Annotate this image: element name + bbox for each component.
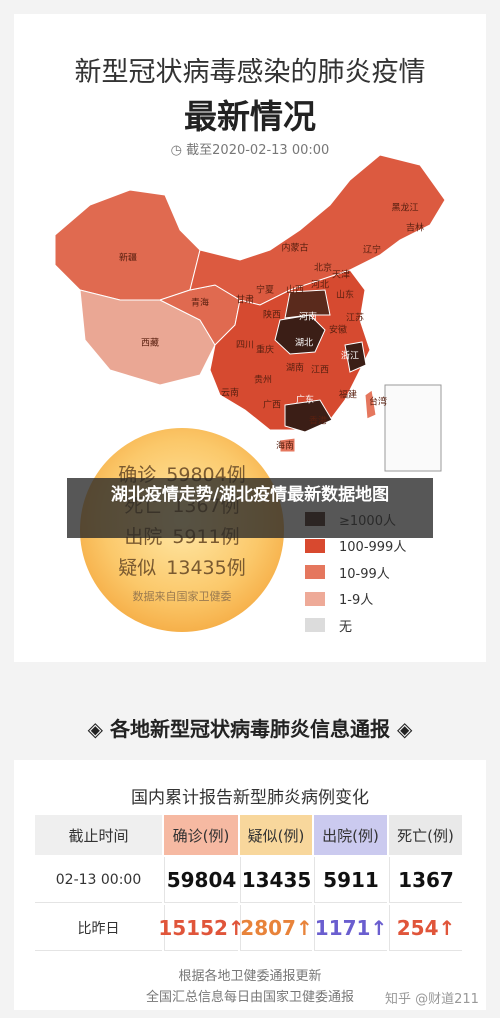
- map-label: 福建: [339, 389, 357, 401]
- table-cell: 1171↑: [314, 905, 387, 951]
- map-label: 西藏: [141, 337, 159, 349]
- section-title: ◈ 各地新型冠状病毒肺炎信息通报 ◈: [87, 717, 413, 741]
- table-card: [14, 760, 486, 1010]
- map-label: 安徽: [329, 324, 347, 336]
- timestamp: ◷ 截至2020-02-13 00:00: [170, 143, 330, 158]
- map-label: 新疆: [119, 252, 137, 264]
- subtitle: 最新情况: [184, 97, 316, 136]
- region: [344, 341, 367, 373]
- map-label: 贵州: [254, 374, 272, 386]
- timestamp-text: 截至2020-02-13 00:00: [186, 143, 330, 158]
- table-cell: 254↑: [389, 905, 462, 951]
- map-label: 吉林: [406, 222, 424, 234]
- legend-item: 1-9人: [305, 586, 406, 613]
- map-label: 香港: [309, 415, 327, 427]
- table-cell: 比昨日: [35, 905, 162, 951]
- table-header: 截止时间: [35, 815, 162, 855]
- region: [279, 437, 296, 453]
- map-label: 黑龙江: [391, 202, 418, 214]
- map-label: 天津: [332, 270, 350, 281]
- map-label: 江西: [311, 365, 329, 376]
- map-label: 山西: [286, 285, 304, 296]
- map-label: 浙江: [341, 350, 359, 362]
- region: [274, 314, 326, 355]
- map-label: 辽宁: [363, 244, 381, 256]
- footer: 根据各地卫健委通报更新全国汇总信息每日由国家卫健委通报: [0, 966, 500, 1008]
- region: [54, 189, 201, 301]
- map-label: 四川: [236, 341, 254, 351]
- map-label: 云南: [221, 387, 239, 399]
- legend-label: 1-9人: [339, 593, 374, 609]
- table-cell: 2807↑: [240, 905, 313, 951]
- title: 新型冠状病毒感染的肺炎疫情: [74, 57, 426, 88]
- legend-swatch: [305, 538, 325, 553]
- table-cell: 1367: [389, 857, 462, 903]
- table-cell: 15152↑: [158, 905, 245, 951]
- summary-line: 疑似 13435例: [80, 553, 284, 584]
- legend-label: 无: [339, 619, 353, 635]
- footer-line: 全国汇总信息每日由国家卫健委通报: [145, 990, 354, 1005]
- summary-value: 13435例: [166, 557, 246, 579]
- map-label: 内蒙古: [281, 242, 308, 254]
- legend-item: 10-99人: [305, 559, 406, 586]
- table-header: 出院(例): [314, 815, 387, 855]
- map-label: 河南: [299, 311, 317, 323]
- map-label: 江苏: [346, 312, 364, 324]
- table-title: 国内累计报告新型肺炎病例变化: [131, 788, 369, 808]
- footer-line: 根据各地卫健委通报更新: [178, 969, 322, 984]
- map-label: 宁夏: [256, 284, 274, 296]
- inset-map: [384, 384, 442, 472]
- table-cell: 59804: [164, 857, 238, 903]
- region: [284, 289, 331, 319]
- legend-label: 100-999人: [339, 540, 407, 556]
- map-label: 重庆: [256, 344, 274, 356]
- table-cell: 13435: [240, 857, 312, 903]
- watermark: 知乎 @财道211: [385, 992, 479, 1007]
- map-label: 湖北: [295, 338, 313, 349]
- table-header: 死亡(例): [389, 815, 462, 855]
- legend-item: 无: [305, 612, 406, 639]
- map-label: 湖南: [286, 362, 304, 374]
- map-label: 广东: [296, 394, 314, 406]
- legend-item: 100-999人: [305, 533, 406, 560]
- legend-label: 10-99人: [339, 566, 390, 582]
- map-label: 台湾: [369, 396, 387, 408]
- map-label: 陕西: [263, 309, 281, 321]
- legend-swatch: [305, 591, 325, 606]
- region: [79, 289, 216, 386]
- legend-swatch: [305, 618, 325, 633]
- map-label: 甘肃: [236, 294, 254, 306]
- table-header: 确诊(例): [164, 815, 238, 855]
- map-label: 北京: [314, 262, 332, 274]
- table-header: 疑似(例): [240, 815, 312, 855]
- summary-label: 疑似: [118, 557, 157, 579]
- banner[interactable]: 湖北疫情走势/湖北疫情最新数据地图: [67, 478, 433, 538]
- summary-source: 数据来自国家卫健委: [132, 590, 232, 603]
- map-label: 青海: [191, 297, 209, 309]
- region: [284, 399, 333, 433]
- section-title-text: 各地新型冠状病毒肺炎信息通报: [110, 717, 390, 741]
- map-label: 海南: [276, 440, 294, 452]
- table-cell: 02-13 00:00: [35, 857, 162, 903]
- map-label: 山东: [336, 289, 354, 301]
- map-label: 广西: [263, 399, 281, 411]
- legend-swatch: [305, 565, 325, 580]
- map-label: 河北: [311, 279, 329, 291]
- table-cell: 5911: [314, 857, 387, 903]
- region: [364, 389, 377, 420]
